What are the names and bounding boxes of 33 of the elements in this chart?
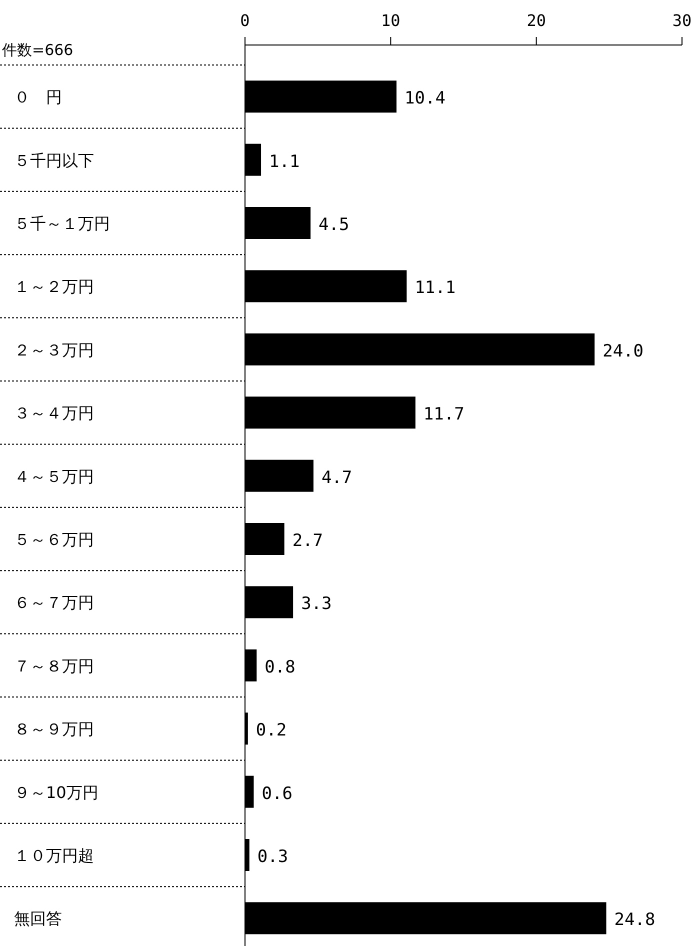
x-tick-label: 20 [526,11,546,30]
y-tick-label: ５千円以下 [14,150,94,170]
y-tick-label: １０万円超 [14,846,94,865]
data-label: 2.7 [292,531,324,551]
data-label: 0.2 [256,720,287,741]
data-label: 1.1 [269,152,300,172]
y-tick-label: ９～10万円 [14,782,98,802]
y-tick-label: ４～５万円 [14,466,94,486]
data-label: 11.1 [414,278,456,298]
x-tick-label: 30 [672,11,692,30]
y-tick-label: ５千～１万円 [14,214,110,233]
y-tick-label: ５～６万円 [14,530,94,549]
text: 件数=666 [2,41,74,59]
data-label: 0.8 [264,657,296,678]
y-tick-label: ８～９万円 [14,720,94,739]
data-label: 10.4 [404,88,446,109]
data-label: 0.6 [262,784,292,804]
data-label: 4.7 [321,468,352,488]
y-tick-label: ３～４万円 [14,404,94,423]
y-tick-label: ６～７万円 [14,593,94,612]
y-tick-label: １～２万円 [14,277,94,296]
data-label: 3.3 [301,594,332,614]
y-tick-label: 無回答 [14,909,62,928]
x-tick-label: 0 [240,11,250,30]
data-label: 24.8 [614,910,656,930]
y-tick-label: ０ 円 [14,88,62,107]
data-label: 24.0 [602,341,644,362]
data-label: 0.3 [257,847,288,867]
x-tick-label: 10 [381,11,400,30]
y-tick-label: ２～３万円 [14,340,94,360]
y-tick-label: ７～８万円 [14,656,94,676]
data-label: 11.7 [423,404,464,425]
data-label: 4.5 [318,215,350,235]
